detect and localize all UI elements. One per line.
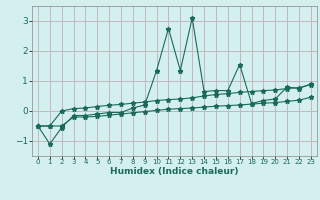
X-axis label: Humidex (Indice chaleur): Humidex (Indice chaleur) xyxy=(110,167,239,176)
